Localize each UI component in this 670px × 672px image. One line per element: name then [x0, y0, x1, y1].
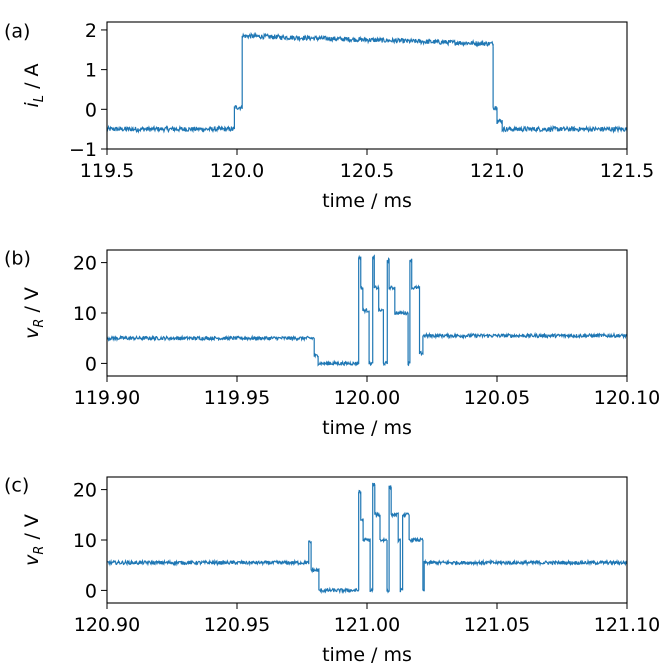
- x-tick-label: 119.90: [74, 387, 140, 409]
- y-axis-label: iL / A: [21, 63, 47, 107]
- x-tick-label: 120.00: [334, 387, 400, 409]
- panel-a: (a) 119.5 120.0 120.5 121.0 121.5 −1 0 1 2 time / …: [4, 20, 654, 212]
- x-tick-label: 121.0: [470, 160, 524, 182]
- y-tick-label: 20: [73, 253, 97, 275]
- panel-label: (a): [4, 21, 30, 43]
- y-tick-label: 2: [85, 20, 97, 42]
- x-axis-label: time / ms: [322, 644, 412, 666]
- y-tick-label: 0: [85, 580, 97, 602]
- data-series-line: [107, 482, 627, 595]
- x-tick-label: 120.0: [210, 160, 264, 182]
- x-tick-label: 119.95: [204, 387, 270, 409]
- x-tick-label: 120.90: [74, 614, 140, 636]
- axes-frame: [106, 249, 628, 377]
- x-axis-label: time / ms: [322, 417, 412, 439]
- x-tick-label: 120.5: [340, 160, 394, 182]
- y-tick-label: −1: [69, 139, 97, 161]
- y-axis-label: vR / V: [21, 287, 47, 339]
- x-tick-label: 120.10: [594, 387, 660, 409]
- x-tick-label: 121.10: [594, 614, 660, 636]
- y-tick-label: 10: [73, 303, 97, 325]
- y-tick-label: 1: [85, 60, 97, 82]
- panel-label: (b): [4, 248, 31, 270]
- panel-c: (c) 120.90 120.95 121.00 121.05 121.10 0 10 20 ti…: [4, 475, 660, 666]
- panel-b: (b) 119.90 119.95 120.00 120.05 120.10 0 10 20 ti…: [4, 248, 660, 439]
- data-series-line: [107, 254, 627, 367]
- x-tick-label: 121.05: [464, 614, 530, 636]
- y-axis-label: vR / V: [21, 514, 47, 566]
- x-tick-label: 121.5: [600, 160, 654, 182]
- x-tick-label: 119.5: [80, 160, 134, 182]
- y-tick-label: 0: [85, 99, 97, 121]
- x-tick-label: 120.95: [204, 614, 270, 636]
- y-tick-label: 0: [85, 353, 97, 375]
- panel-label: (c): [4, 475, 29, 497]
- x-axis-label: time / ms: [322, 190, 412, 212]
- x-tick-label: 121.00: [334, 614, 400, 636]
- y-tick-label: 20: [73, 480, 97, 502]
- x-tick-label: 120.05: [464, 387, 530, 409]
- data-series-line: [107, 31, 627, 134]
- y-tick-label: 10: [73, 530, 97, 552]
